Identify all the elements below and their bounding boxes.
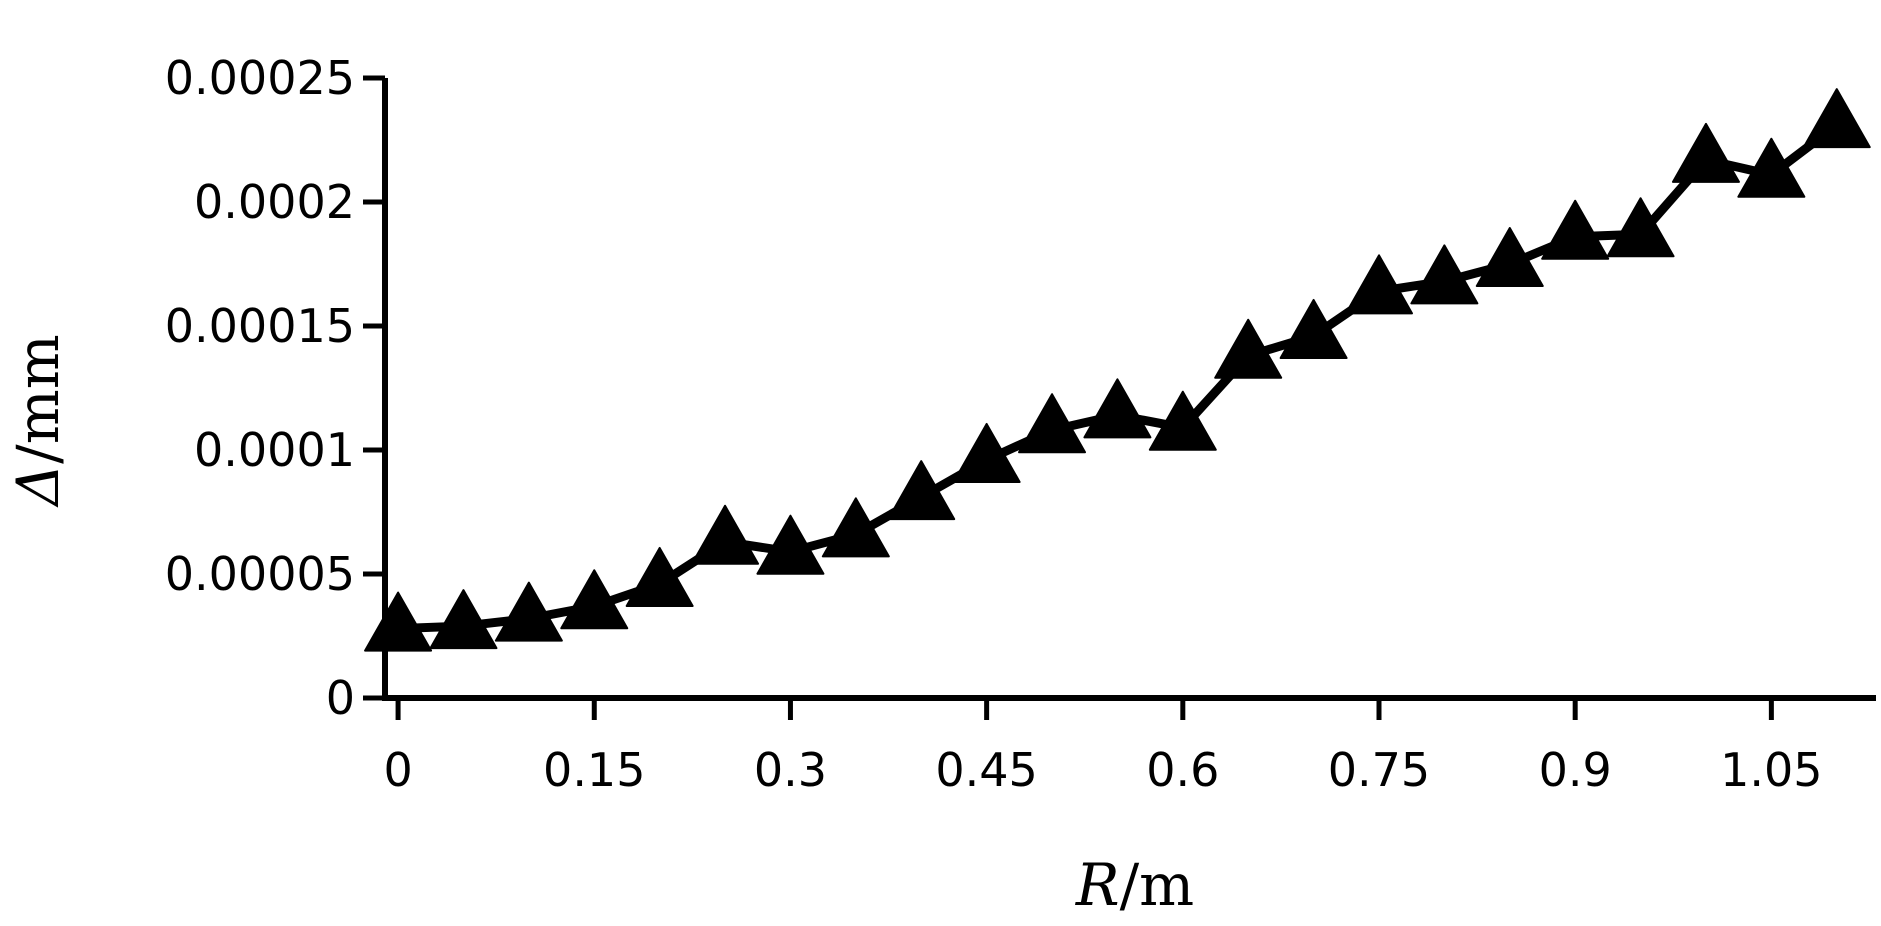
data-point-marker bbox=[1345, 254, 1413, 315]
data-point-marker bbox=[1083, 378, 1152, 439]
x-tick-label: 0.45 bbox=[935, 743, 1037, 797]
x-tick-label: 0 bbox=[383, 743, 412, 797]
y-tick-label: 0.0001 bbox=[194, 423, 355, 477]
data-point-marker bbox=[1214, 318, 1283, 379]
data-point-marker bbox=[1279, 298, 1348, 359]
data-point-marker bbox=[756, 514, 825, 575]
data-point-marker bbox=[1737, 137, 1806, 198]
data-point-marker bbox=[1802, 88, 1871, 149]
y-tick-label: 0.0002 bbox=[194, 175, 355, 229]
data-point-marker bbox=[494, 581, 563, 642]
data-point-marker bbox=[1148, 390, 1217, 451]
series-line bbox=[397, 121, 1840, 634]
y-tick-label: 0.00005 bbox=[165, 547, 355, 601]
data-point-marker bbox=[1410, 244, 1479, 305]
x-axis: 0 0.15 0.3 0.45 0.6 0.75 0.9 1.05 bbox=[382, 695, 1876, 797]
series-layer bbox=[364, 88, 1871, 652]
y-tick-label: 0.00025 bbox=[165, 51, 355, 105]
data-point-marker bbox=[429, 589, 498, 650]
data-point-marker bbox=[821, 497, 890, 558]
y-tick-label: 0.00015 bbox=[165, 299, 355, 353]
data-point-marker bbox=[952, 422, 1021, 483]
data-point-marker bbox=[1018, 393, 1087, 454]
x-tick-label: 1.05 bbox=[1720, 743, 1822, 797]
data-point-marker bbox=[1475, 227, 1544, 288]
x-tick-label: 0.9 bbox=[1539, 743, 1612, 797]
data-point-marker bbox=[691, 504, 760, 565]
data-point-marker bbox=[364, 591, 433, 652]
y-tick-label: 0 bbox=[326, 671, 355, 725]
x-tick-label: 0.15 bbox=[543, 743, 645, 797]
y-axis-title: Δ/mm bbox=[4, 334, 72, 507]
y-axis: 0 0.00005 0.0001 0.00015 0.0002 0.00025 bbox=[165, 51, 388, 725]
x-axis-title: R/m bbox=[1075, 851, 1194, 919]
x-tick-label: 0.6 bbox=[1146, 743, 1219, 797]
data-point-marker bbox=[1606, 197, 1675, 258]
x-tick-label: 0.75 bbox=[1328, 743, 1430, 797]
data-point-marker bbox=[625, 546, 694, 607]
data-point-marker bbox=[1671, 122, 1740, 183]
x-tick-label: 0.3 bbox=[754, 743, 827, 797]
data-point-marker bbox=[1541, 199, 1610, 260]
data-point-marker bbox=[560, 569, 629, 630]
data-point-marker bbox=[887, 460, 956, 521]
